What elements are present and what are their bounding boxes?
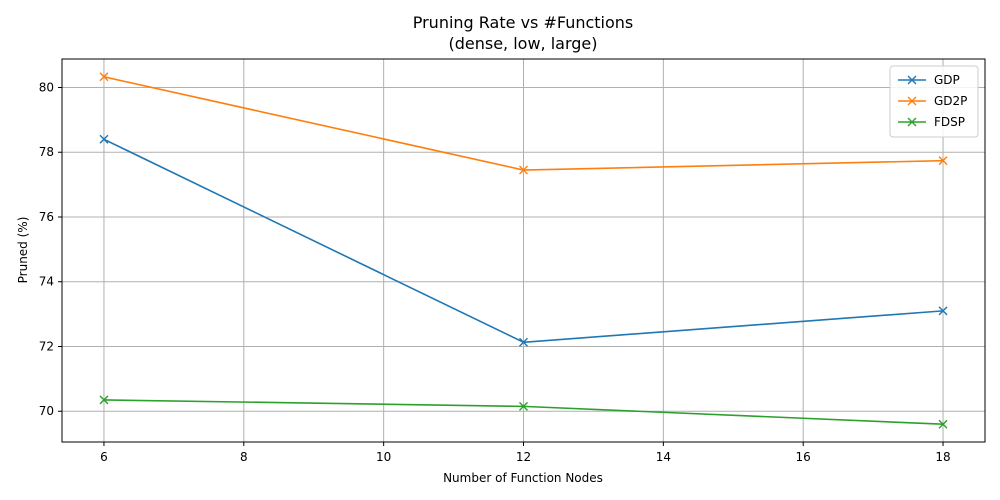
data-point-gdp [519,337,528,347]
series-lines [99,72,948,429]
x-tick-label: 12 [516,450,531,464]
x-tick-label: 14 [656,450,671,464]
legend-marker-fdsp [907,117,917,127]
data-point-fdsp [99,395,109,405]
x-tick-label: 6 [100,450,108,464]
data-point-gd2p [938,156,948,166]
x-tick-label: 8 [240,450,248,464]
y-tick-label: 72 [39,339,54,353]
data-point-fdsp [938,419,948,429]
y-tick-label: 76 [39,210,54,224]
data-point-gdp [938,306,948,316]
legend-label-gdp: GDP [934,73,960,87]
data-point-fdsp [519,401,528,411]
x-tick-label: 10 [376,450,391,464]
x-tick-label: 18 [935,450,950,464]
axis-ticks: 6 8 10 12 14 16 18 70 72 74 76 78 80 [39,80,951,464]
legend: GDP GD2P FDSP [889,65,979,138]
data-point-gdp [99,134,109,144]
chart-title: Pruning Rate vs #Functions [413,13,634,32]
y-tick-label: 80 [39,80,54,94]
data-point-gd2p [99,72,109,82]
legend-marker-gd2p [907,96,917,106]
chart-subtitle: (dense, low, large) [448,34,597,53]
y-tick-label: 74 [39,275,54,289]
x-tick-label: 16 [796,450,811,464]
x-axis-label: Number of Function Nodes [443,471,603,485]
y-axis-label: Pruned (%) [16,217,30,284]
y-tick-label: 78 [39,145,54,159]
legend-box [889,65,979,138]
legend-label-fdsp: FDSP [934,115,965,129]
y-tick-label: 70 [39,404,54,418]
legend-marker-gdp [907,75,917,85]
grid [62,59,985,442]
legend-label-gd2p: GD2P [934,94,967,108]
data-point-gd2p [519,165,528,175]
